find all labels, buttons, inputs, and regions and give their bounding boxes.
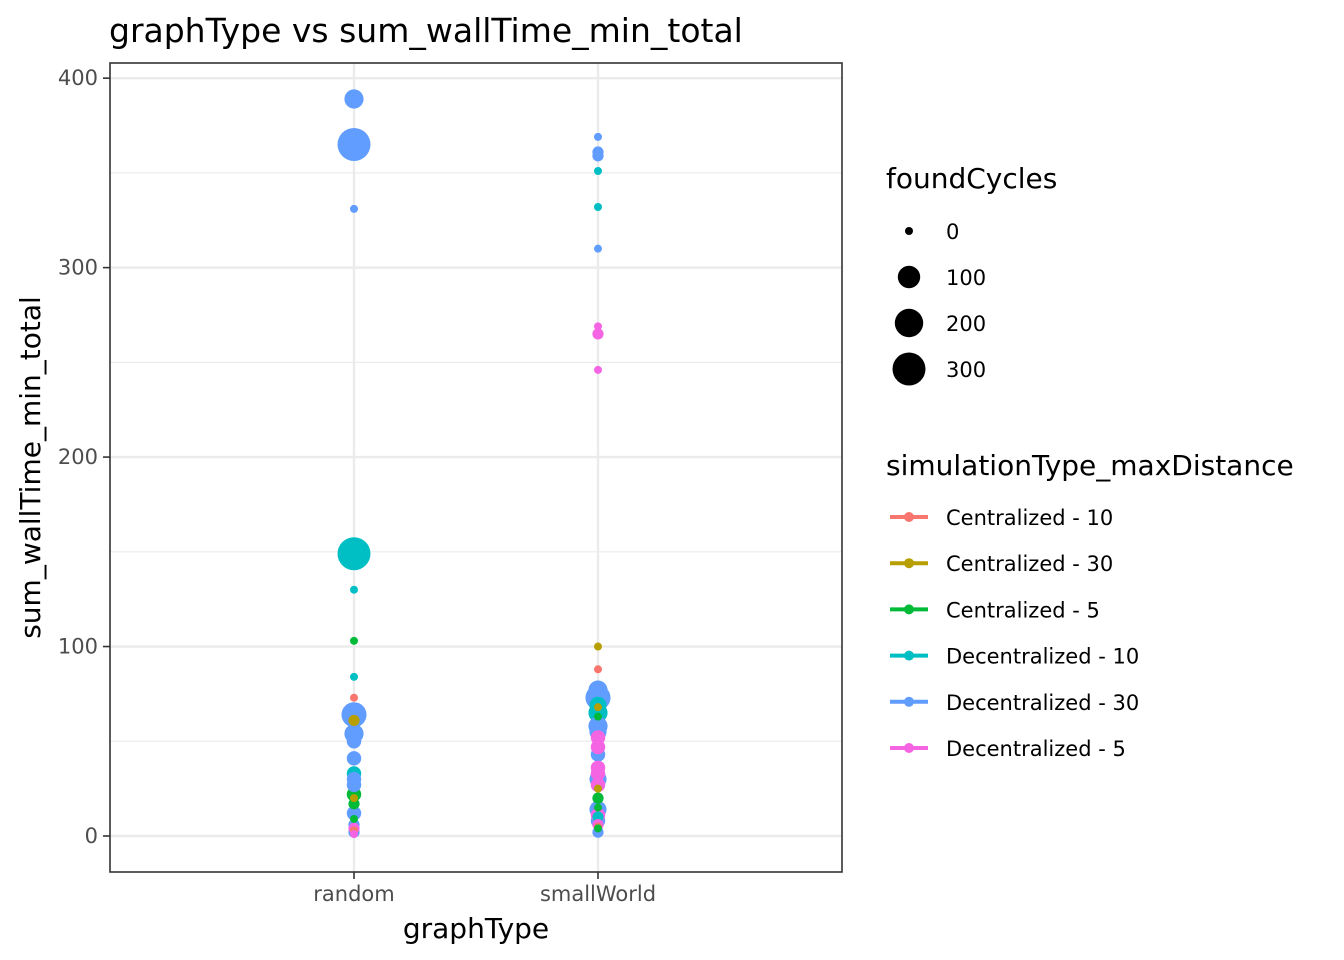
size-legend-label: 0	[946, 220, 959, 244]
color-legend-key-point	[904, 604, 914, 615]
data-point	[594, 365, 602, 374]
color-legend-label: Decentralized - 10	[946, 645, 1139, 669]
data-point	[590, 766, 606, 781]
color-legend-label: Decentralized - 5	[946, 737, 1126, 761]
size-legend-item: 100	[897, 265, 986, 290]
y-tick-label: 100	[58, 635, 98, 659]
axes: 0 100 200 300 400 random smallWorld	[58, 66, 656, 906]
color-legend-item: Centralized - 5	[890, 598, 1100, 622]
data-point	[594, 824, 602, 833]
data-point	[350, 830, 358, 839]
data-point	[341, 702, 367, 728]
data-point	[337, 127, 371, 161]
size-legend-key	[897, 265, 921, 289]
size-legend-items: 0 100 200 300	[892, 220, 986, 386]
data-points	[337, 89, 611, 839]
data-point	[350, 204, 358, 213]
color-legend-item: Decentralized - 5	[890, 737, 1126, 761]
size-legend-item: 200	[894, 308, 986, 338]
y-tick-label: 0	[85, 824, 98, 848]
color-legend-label: Decentralized - 30	[946, 691, 1139, 715]
data-point	[348, 798, 360, 810]
data-point	[348, 714, 360, 727]
size-legend-key	[905, 227, 913, 235]
data-point	[346, 751, 362, 766]
color-legend-key-point	[904, 558, 914, 569]
data-point	[350, 672, 358, 681]
x-tick-label: random	[313, 882, 394, 906]
color-legend-title: simulationType_maxDistance	[886, 449, 1294, 482]
size-legend-key	[892, 352, 926, 386]
data-point	[337, 537, 371, 571]
color-legend-label: Centralized - 10	[946, 506, 1113, 530]
data-point	[346, 806, 362, 821]
y-axis-title: sum_wallTime_min_total	[14, 296, 47, 639]
size-legend-key	[894, 308, 924, 338]
data-point	[594, 322, 602, 331]
y-tick-label: 300	[58, 256, 98, 280]
color-legend-item: Centralized - 10	[890, 506, 1113, 530]
data-point	[588, 680, 608, 700]
color-legend-item: Centralized - 30	[890, 552, 1113, 576]
data-point	[594, 202, 602, 211]
data-point	[350, 814, 358, 823]
data-point	[594, 665, 602, 674]
size-legend-label: 100	[946, 266, 986, 290]
data-point	[350, 636, 358, 645]
data-point	[592, 328, 604, 340]
data-point	[594, 712, 602, 721]
legend: foundCycles 0 100 200 300 simulationType_ma…	[886, 162, 1294, 761]
data-point	[592, 150, 604, 162]
data-point	[346, 777, 362, 793]
data-point	[594, 244, 602, 253]
color-legend-key-point	[904, 743, 914, 753]
data-point	[590, 739, 606, 755]
size-legend-item: 300	[892, 352, 986, 386]
size-legend-title: foundCycles	[886, 162, 1057, 195]
color-legend-item: Decentralized - 30	[890, 691, 1139, 715]
panel-border	[109, 62, 843, 873]
data-point	[594, 132, 602, 141]
data-point	[594, 784, 602, 793]
plot-panel	[109, 62, 843, 873]
data-point	[594, 703, 602, 712]
data-point	[594, 803, 602, 812]
data-point	[592, 792, 604, 804]
size-legend-label: 300	[946, 358, 986, 382]
color-legend-key-point	[904, 696, 914, 707]
data-point	[350, 693, 358, 702]
data-point	[594, 642, 602, 651]
x-axis-title: graphType	[403, 912, 549, 945]
y-tick-label: 400	[58, 66, 98, 90]
data-point	[594, 166, 602, 175]
chart-title: graphType vs sum_wallTime_min_total	[109, 11, 743, 50]
color-legend-items: Centralized - 10 Centralized - 30 Centrali…	[890, 506, 1139, 761]
data-point	[344, 89, 364, 109]
color-legend-item: Decentralized - 10	[890, 645, 1139, 669]
y-tick-label: 200	[58, 445, 98, 469]
color-legend-key-point	[904, 512, 914, 522]
panel-background	[110, 63, 842, 872]
size-legend-label: 200	[946, 312, 986, 336]
data-point	[350, 794, 358, 803]
color-legend-label: Centralized - 30	[946, 552, 1113, 576]
x-tick-label: smallWorld	[540, 882, 656, 906]
data-point	[346, 734, 362, 749]
color-legend-label: Centralized - 5	[946, 598, 1100, 622]
size-legend-item: 0	[905, 220, 959, 244]
data-point	[350, 585, 358, 594]
color-legend-key-point	[904, 650, 914, 661]
